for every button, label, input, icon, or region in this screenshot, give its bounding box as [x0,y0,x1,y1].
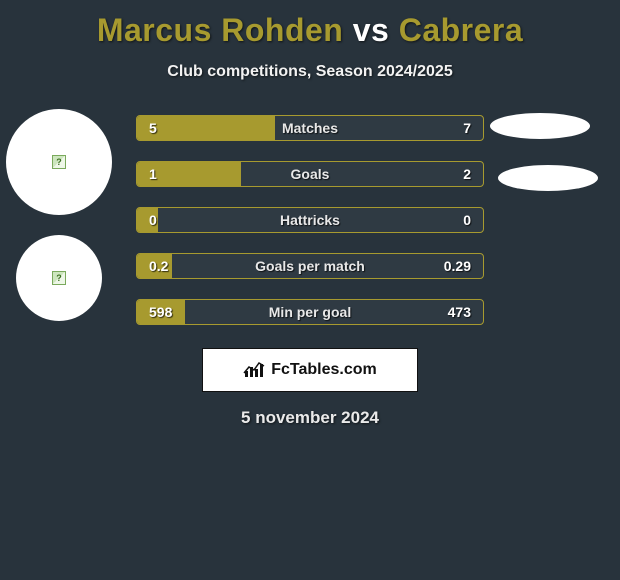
stat-bars: 57Matches 12Goals 00Hattricks 0.20.29Goals … [136,115,484,345]
brand-chart-icon [243,361,265,379]
stat-bar: 57Matches [136,115,484,141]
stat-label: Hattricks [137,208,483,232]
generated-date: 5 november 2024 [0,408,620,428]
vs-text: vs [353,12,390,48]
stat-bar: 00Hattricks [136,207,484,233]
player2-club-badge [498,165,598,191]
brand-text: FcTables.com [271,361,377,379]
stat-label: Goals per match [137,254,483,278]
stat-bar: 12Goals [136,161,484,187]
broken-image-icon [52,271,66,285]
player1-name: Marcus Rohden [97,12,344,48]
stat-label: Goals [137,162,483,186]
player2-name: Cabrera [399,12,523,48]
brand-box: FcTables.com [202,348,418,392]
stat-label: Min per goal [137,300,483,324]
player2-avatar [16,235,102,321]
stat-label: Matches [137,116,483,140]
comparison-title: Marcus Rohden vs Cabrera [0,0,620,49]
player1-avatar [6,109,112,215]
subtitle: Club competitions, Season 2024/2025 [0,63,620,81]
stat-bar: 0.20.29Goals per match [136,253,484,279]
player1-club-badge [490,113,590,139]
broken-image-icon [52,155,66,169]
stat-bar: 598473Min per goal [136,299,484,325]
